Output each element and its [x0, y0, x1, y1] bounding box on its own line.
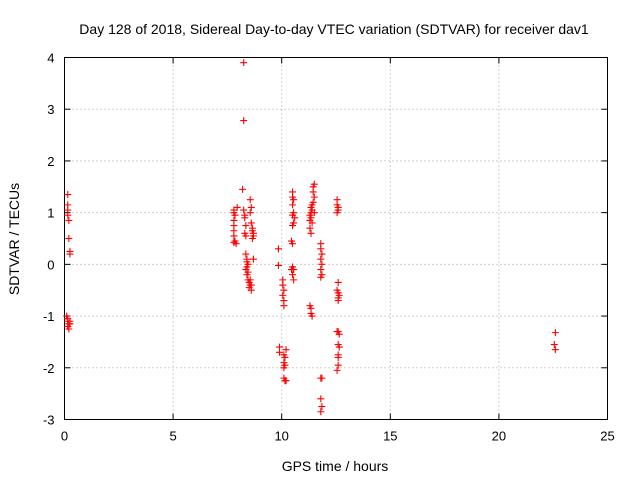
x-tick-label: 10 — [274, 429, 288, 444]
data-point — [65, 216, 73, 224]
data-point — [291, 214, 299, 222]
data-point — [334, 353, 342, 361]
data-point — [66, 250, 74, 258]
data-point — [230, 232, 238, 240]
x-axis-label: GPS time / hours — [282, 458, 389, 474]
data-point — [335, 330, 343, 338]
data-point — [309, 198, 317, 206]
data-point — [308, 219, 316, 227]
plot-frame — [64, 57, 608, 420]
data-point — [246, 276, 254, 284]
data-point — [64, 191, 72, 199]
data-point — [233, 203, 241, 211]
data-point — [274, 245, 282, 253]
data-point — [307, 229, 315, 237]
y-axis-label: SDTVAR / TECUs — [6, 183, 22, 295]
data-point — [240, 117, 248, 125]
data-point — [246, 209, 254, 217]
data-point — [65, 235, 73, 242]
data-point — [306, 224, 314, 232]
data-point — [247, 281, 255, 289]
data-point — [317, 255, 325, 263]
data-point — [66, 317, 74, 325]
data-point — [310, 180, 318, 188]
data-point — [551, 329, 559, 337]
data-point — [242, 222, 250, 230]
data-point — [242, 250, 250, 258]
data-point — [232, 240, 240, 248]
y-tick-label: -2 — [43, 361, 55, 376]
y-tick-label: 3 — [47, 102, 54, 117]
data-point — [231, 211, 239, 219]
y-tick-label: -3 — [43, 413, 55, 428]
data-point — [276, 348, 284, 356]
x-tick-label: 0 — [61, 429, 68, 444]
data-point — [309, 188, 317, 196]
x-tick-label: 25 — [600, 429, 614, 444]
data-point — [280, 302, 288, 310]
data-point — [65, 325, 73, 333]
data-point — [318, 260, 326, 268]
y-tick-label: 0 — [47, 257, 54, 272]
data-point — [243, 271, 251, 279]
data-point — [308, 312, 316, 320]
y-tick-label: 1 — [47, 206, 54, 221]
data-point — [249, 255, 257, 263]
y-tick-label: 2 — [47, 154, 54, 169]
data-point — [290, 196, 298, 204]
data-point — [550, 341, 558, 349]
data-point — [290, 276, 298, 284]
chart-title: Day 128 of 2018, Sidereal Day-to-day VTE… — [79, 21, 589, 37]
data-point — [289, 201, 297, 209]
data-point — [289, 222, 297, 230]
x-tick-label: 5 — [169, 429, 176, 444]
data-point — [317, 266, 325, 274]
data-point — [334, 278, 342, 286]
data-point — [282, 346, 290, 354]
grid-lines — [64, 57, 608, 420]
data-point — [239, 185, 247, 193]
data-point — [64, 211, 72, 219]
data-points — [63, 59, 559, 416]
data-point — [274, 261, 282, 269]
data-point — [247, 203, 255, 211]
x-tick-label: 15 — [383, 429, 397, 444]
y-tick-label: -1 — [43, 309, 55, 324]
data-point — [333, 366, 341, 374]
data-point — [335, 343, 343, 351]
data-point — [310, 193, 318, 201]
data-point — [246, 196, 254, 204]
data-point — [240, 206, 248, 214]
data-point — [241, 214, 249, 222]
data-point — [318, 403, 326, 411]
data-point — [279, 276, 287, 284]
data-point — [289, 240, 297, 248]
x-tick-label: 20 — [492, 429, 506, 444]
data-point — [242, 232, 250, 240]
data-point — [248, 235, 256, 242]
data-point — [247, 219, 255, 227]
data-point — [334, 361, 342, 369]
data-point — [317, 395, 325, 403]
data-point — [317, 408, 325, 416]
data-point — [318, 250, 326, 258]
data-point — [317, 245, 325, 253]
data-point — [317, 273, 325, 281]
data-point — [334, 294, 342, 302]
data-point — [310, 209, 318, 217]
data-point — [333, 209, 341, 217]
data-point — [318, 374, 326, 382]
data-point — [289, 271, 297, 279]
data-point — [551, 346, 559, 354]
axis-ticks: 0 5 10 15 20 25 -3 -2 -1 0 1 2 3 4 — [43, 51, 615, 444]
data-point — [281, 353, 289, 361]
data-point — [240, 59, 248, 67]
data-point — [280, 286, 288, 294]
data-point — [279, 291, 287, 299]
data-point — [280, 364, 288, 372]
y-tick-label: 4 — [47, 51, 54, 66]
data-point — [282, 377, 290, 385]
data-point — [287, 266, 295, 274]
